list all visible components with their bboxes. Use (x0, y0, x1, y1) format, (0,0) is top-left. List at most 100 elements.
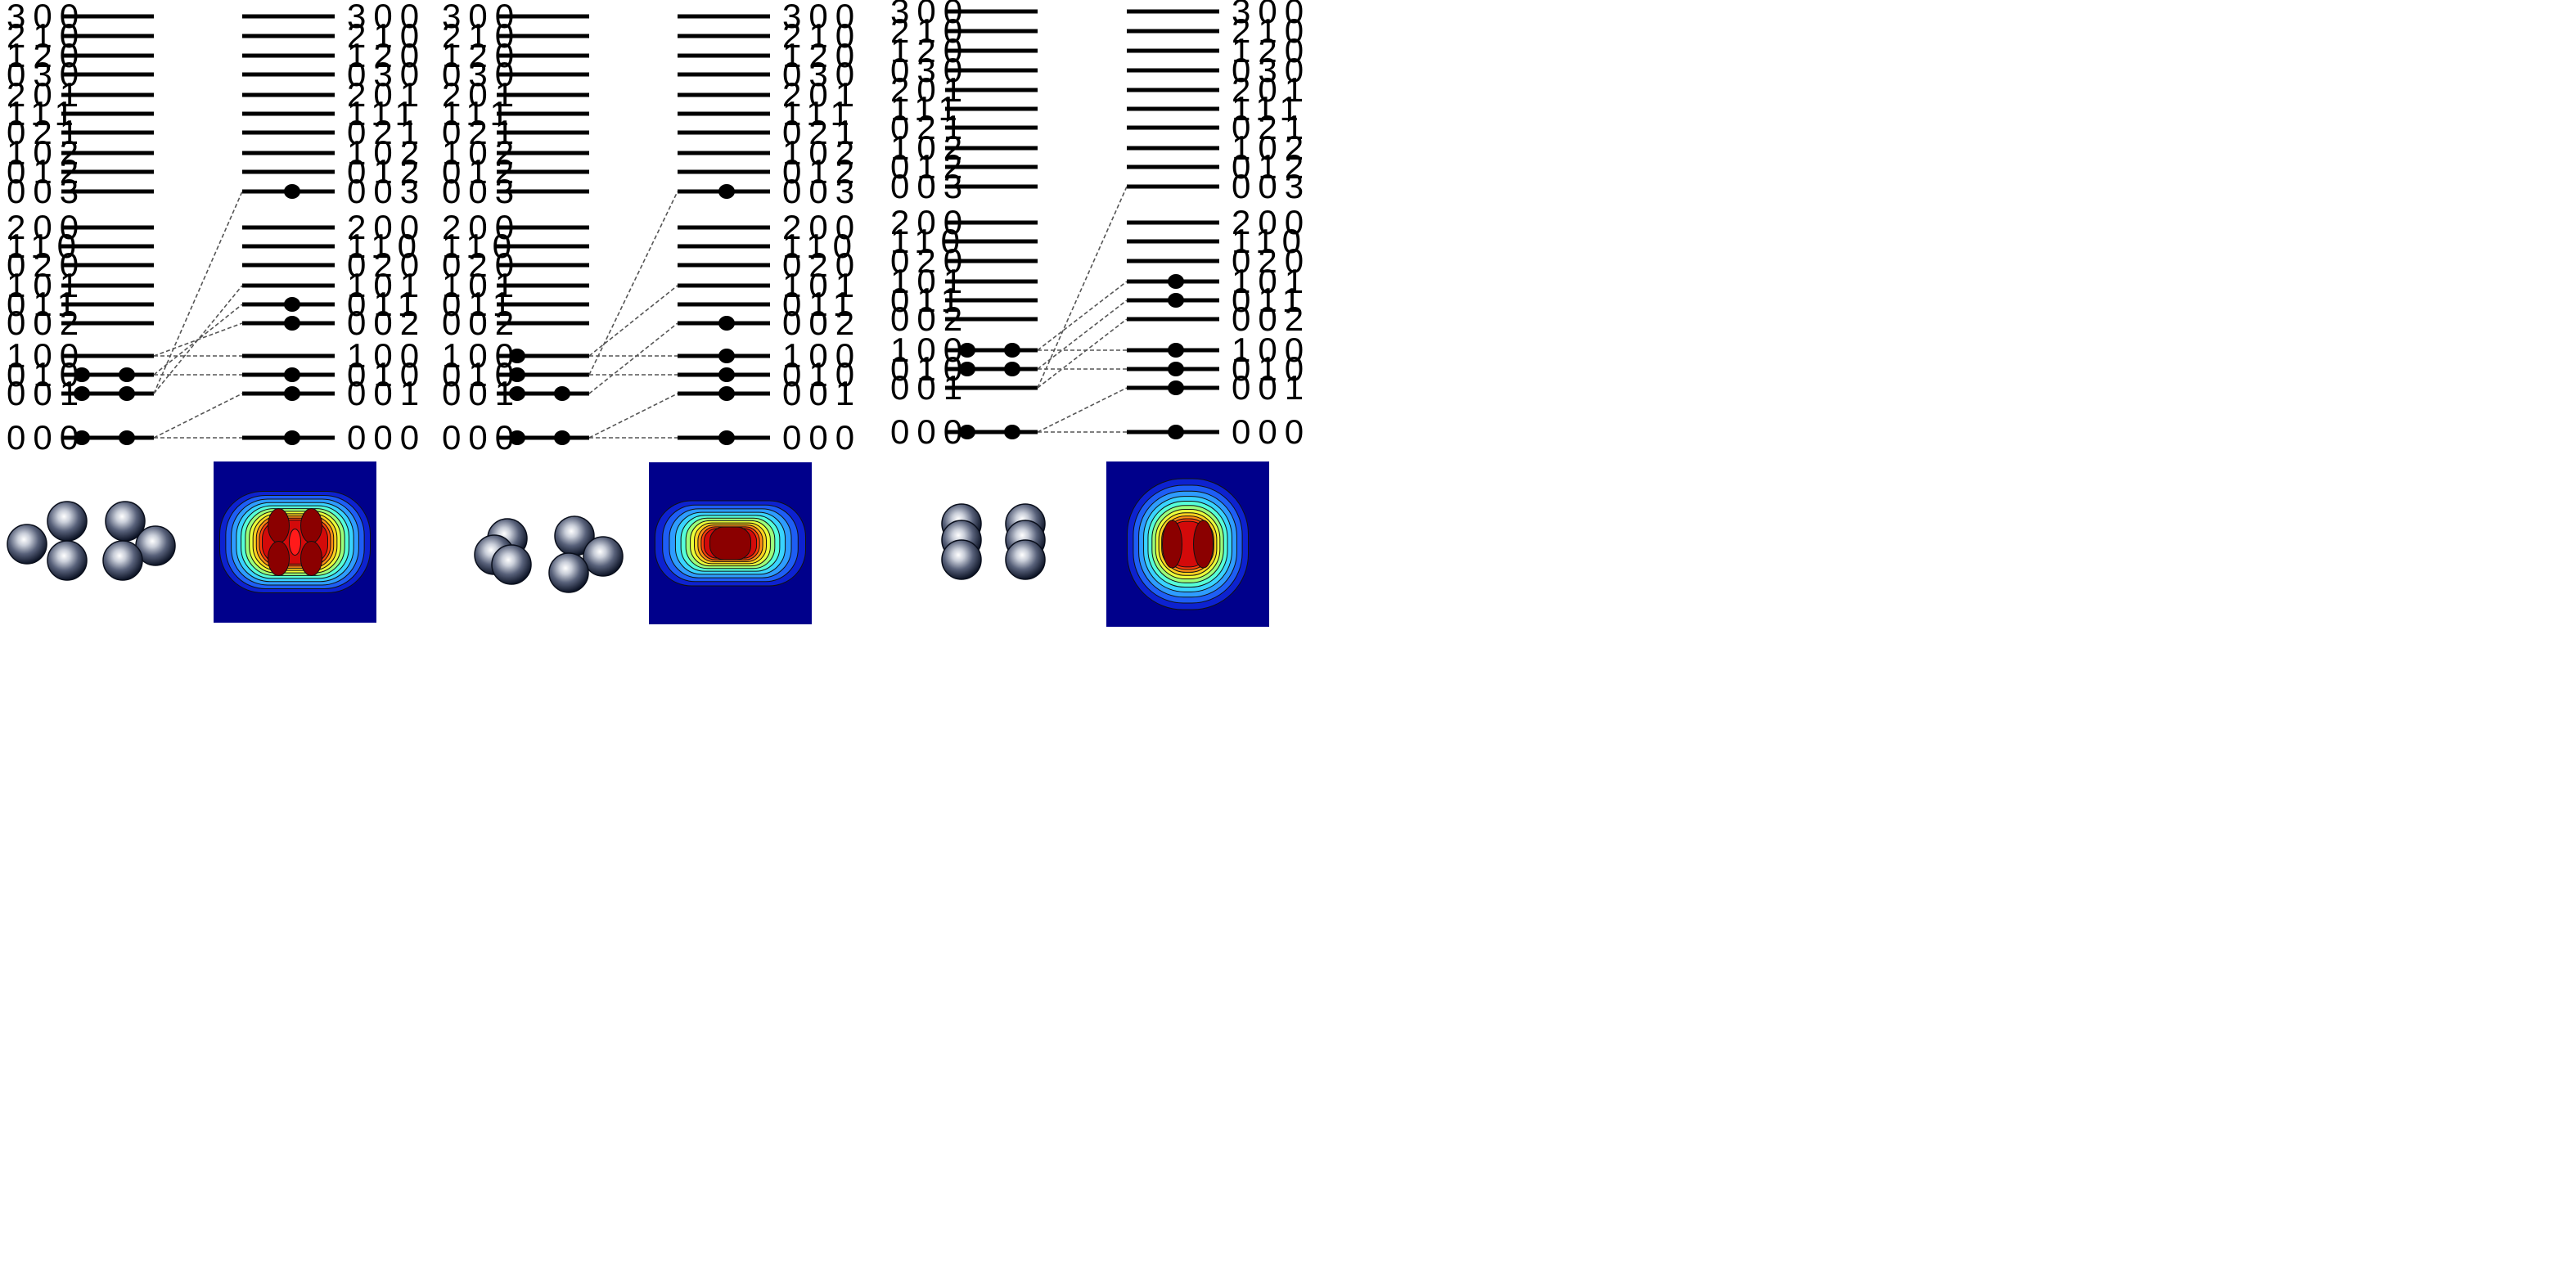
left-level-label: 201 (7, 75, 86, 114)
left-level-label: 000 (7, 418, 86, 457)
panel-1: 3002101200302011110211020120032001100201… (7, 0, 426, 623)
electron-right-011 (284, 297, 300, 312)
electron-right-100 (718, 349, 735, 363)
right-level-label: 001 (1232, 368, 1311, 407)
left-level-label: 001 (890, 368, 970, 407)
left-level-label: 021 (890, 108, 970, 146)
right-level-label: 100 (347, 336, 426, 375)
left-level-label: 001 (442, 374, 521, 412)
left-level-label: 210 (7, 16, 86, 55)
right-level-label: 210 (782, 16, 862, 55)
right-level-label: 101 (782, 266, 862, 304)
right-level-label: 021 (347, 113, 426, 151)
right-level-label: 120 (1232, 31, 1311, 70)
correlation-line (588, 191, 678, 376)
electron-right-002 (284, 316, 300, 331)
electron-left-000 (509, 430, 525, 445)
electron-right-010 (284, 367, 300, 382)
electron-left-001 (119, 386, 135, 401)
atom-sphere (548, 552, 589, 593)
right-level-label: 200 (782, 208, 862, 246)
left-level-label: 001 (7, 374, 86, 412)
left-level-label: 002 (442, 304, 521, 342)
right-level-label: 012 (347, 152, 426, 191)
panel-2: 3002101200302011110211020120032001100201… (442, 0, 862, 624)
electron-right-001 (284, 386, 300, 401)
left-level-label: 100 (442, 336, 521, 375)
right-level-label: 012 (782, 152, 862, 191)
left-level-label: 003 (7, 172, 86, 210)
atom-sphere (941, 539, 982, 580)
right-level-label: 003 (782, 172, 862, 210)
left-level-label: 200 (442, 208, 521, 246)
electron-right-101 (1168, 274, 1184, 289)
right-level-label: 300 (782, 0, 862, 35)
right-level-label: 210 (347, 16, 426, 55)
left-level-label: 111 (890, 89, 965, 128)
right-level-label: 120 (782, 36, 862, 74)
left-level-label: 101 (7, 266, 86, 304)
left-level-label: 120 (890, 31, 970, 70)
left-level-label: 021 (7, 113, 86, 151)
electron-right-100 (1168, 343, 1184, 358)
left-level-label: 002 (7, 304, 86, 342)
density-contour-map (649, 462, 812, 624)
left-level-label: 011 (442, 285, 519, 323)
left-level-label: 300 (7, 0, 86, 35)
left-level-label: 020 (442, 245, 521, 284)
left-level-label: 120 (7, 36, 86, 74)
electron-right-000 (1168, 425, 1184, 439)
right-level-label: 111 (782, 94, 857, 133)
left-level-label: 030 (442, 55, 521, 93)
right-level-label: 000 (1232, 412, 1311, 451)
electron-right-003 (284, 184, 300, 199)
electron-right-000 (284, 430, 300, 445)
right-level-label: 021 (782, 113, 862, 151)
right-level-label: 020 (782, 245, 862, 284)
right-level-label: 010 (782, 355, 862, 394)
right-level-label: 210 (1232, 11, 1311, 50)
right-level-label: 011 (347, 285, 424, 323)
left-level-label: 101 (890, 262, 970, 300)
electron-left-010 (1004, 362, 1020, 376)
left-level-label: 120 (442, 36, 521, 74)
left-level-label: 010 (890, 349, 970, 388)
right-level-label: 001 (782, 374, 862, 412)
right-level-label: 011 (782, 285, 859, 323)
right-level-label: 020 (347, 245, 426, 284)
correlation-line (588, 285, 678, 357)
left-level-label: 021 (442, 113, 521, 151)
correlation-line (1037, 387, 1128, 433)
left-level-label: 300 (442, 0, 521, 35)
correlation-line (588, 393, 678, 439)
right-level-label: 200 (1232, 203, 1311, 241)
left-level-label: 300 (890, 0, 970, 30)
left-level-label: 000 (890, 412, 970, 451)
left-level-label: 200 (890, 203, 970, 241)
left-level-label: 102 (7, 133, 86, 172)
right-level-label: 100 (782, 336, 862, 375)
right-level-label: 200 (347, 208, 426, 246)
left-level-label: 210 (442, 16, 521, 55)
electron-left-000 (119, 430, 135, 445)
correlation-line (153, 393, 243, 439)
atom-sphere (47, 540, 88, 581)
left-level-label: 011 (7, 285, 83, 323)
atom-sphere (102, 540, 143, 581)
electron-left-100 (959, 343, 975, 358)
correlation-line (153, 322, 243, 357)
right-level-label: 000 (782, 418, 862, 457)
correlation-line (153, 285, 243, 394)
right-level-label: 030 (782, 55, 862, 93)
right-level-label: 030 (1232, 51, 1311, 89)
correlation-line (588, 322, 678, 394)
right-level-label: 110 (782, 227, 859, 265)
electron-left-010 (74, 367, 90, 382)
electron-left-001 (554, 386, 570, 401)
right-level-label: 030 (347, 55, 426, 93)
left-level-label: 012 (442, 152, 521, 191)
left-level-label: 111 (442, 94, 516, 133)
right-level-label: 120 (347, 36, 426, 74)
left-level-label: 020 (890, 241, 970, 280)
correlation-line (1037, 281, 1128, 351)
